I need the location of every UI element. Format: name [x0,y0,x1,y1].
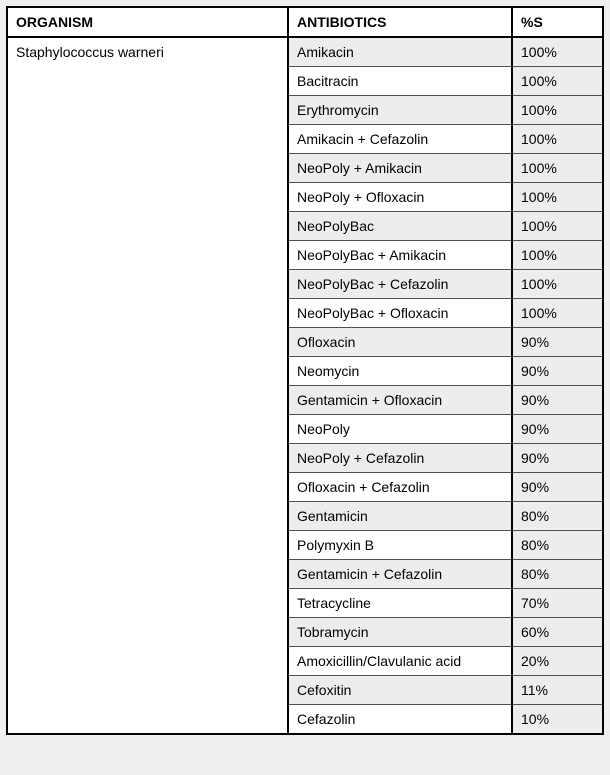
percent-s-cell: 10% [512,705,602,734]
antibiotic-cell: NeoPoly [288,415,512,444]
table-body: Staphylococcus warneriAmikacin100%Bacitr… [8,37,602,733]
antibiotic-cell: Amoxicillin/Clavulanic acid [288,647,512,676]
antibiotic-cell: Amikacin [288,37,512,67]
antibiotic-cell: NeoPoly + Ofloxacin [288,183,512,212]
percent-s-cell: 90% [512,386,602,415]
percent-s-cell: 100% [512,96,602,125]
percent-s-cell: 20% [512,647,602,676]
percent-s-cell: 100% [512,37,602,67]
antibiotic-cell: NeoPoly + Cefazolin [288,444,512,473]
antibiotic-cell: Tobramycin [288,618,512,647]
percent-s-cell: 80% [512,560,602,589]
antibiotic-cell: Bacitracin [288,67,512,96]
antibiotic-cell: Gentamicin [288,502,512,531]
percent-s-cell: 100% [512,270,602,299]
antibiotic-cell: Gentamicin + Cefazolin [288,560,512,589]
header-antibiotics: ANTIBIOTICS [288,8,512,37]
header-organism: ORGANISM [8,8,288,37]
antibiotic-cell: Amikacin + Cefazolin [288,125,512,154]
antibiotic-cell: Cefazolin [288,705,512,734]
percent-s-cell: 90% [512,357,602,386]
antibiotic-cell: NeoPolyBac + Cefazolin [288,270,512,299]
percent-s-cell: 90% [512,328,602,357]
antibiotic-cell: NeoPolyBac + Ofloxacin [288,299,512,328]
percent-s-cell: 80% [512,502,602,531]
percent-s-cell: 90% [512,444,602,473]
header-row: ORGANISM ANTIBIOTICS %S [8,8,602,37]
percent-s-cell: 90% [512,415,602,444]
antibiotic-cell: Tetracycline [288,589,512,618]
percent-s-cell: 100% [512,125,602,154]
header-percent-s: %S [512,8,602,37]
percent-s-cell: 100% [512,241,602,270]
table-row: Staphylococcus warneriAmikacin100% [8,37,602,67]
percent-s-cell: 100% [512,183,602,212]
percent-s-cell: 100% [512,67,602,96]
antibiotic-cell: Erythromycin [288,96,512,125]
percent-s-cell: 60% [512,618,602,647]
percent-s-cell: 80% [512,531,602,560]
percent-s-cell: 100% [512,154,602,183]
susceptibility-table: ORGANISM ANTIBIOTICS %S Staphylococcus w… [8,8,602,733]
antibiotic-cell: Cefoxitin [288,676,512,705]
antibiotic-cell: Ofloxacin [288,328,512,357]
antibiotic-cell: NeoPolyBac [288,212,512,241]
antibiotic-cell: Neomycin [288,357,512,386]
percent-s-cell: 90% [512,473,602,502]
percent-s-cell: 11% [512,676,602,705]
antibiotic-cell: Ofloxacin + Cefazolin [288,473,512,502]
antibiotic-cell: Gentamicin + Ofloxacin [288,386,512,415]
organism-cell: Staphylococcus warneri [8,37,288,733]
percent-s-cell: 100% [512,299,602,328]
antibiotic-cell: NeoPolyBac + Amikacin [288,241,512,270]
percent-s-cell: 70% [512,589,602,618]
antibiotic-cell: Polymyxin B [288,531,512,560]
susceptibility-table-container: ORGANISM ANTIBIOTICS %S Staphylococcus w… [6,6,604,735]
antibiotic-cell: NeoPoly + Amikacin [288,154,512,183]
percent-s-cell: 100% [512,212,602,241]
